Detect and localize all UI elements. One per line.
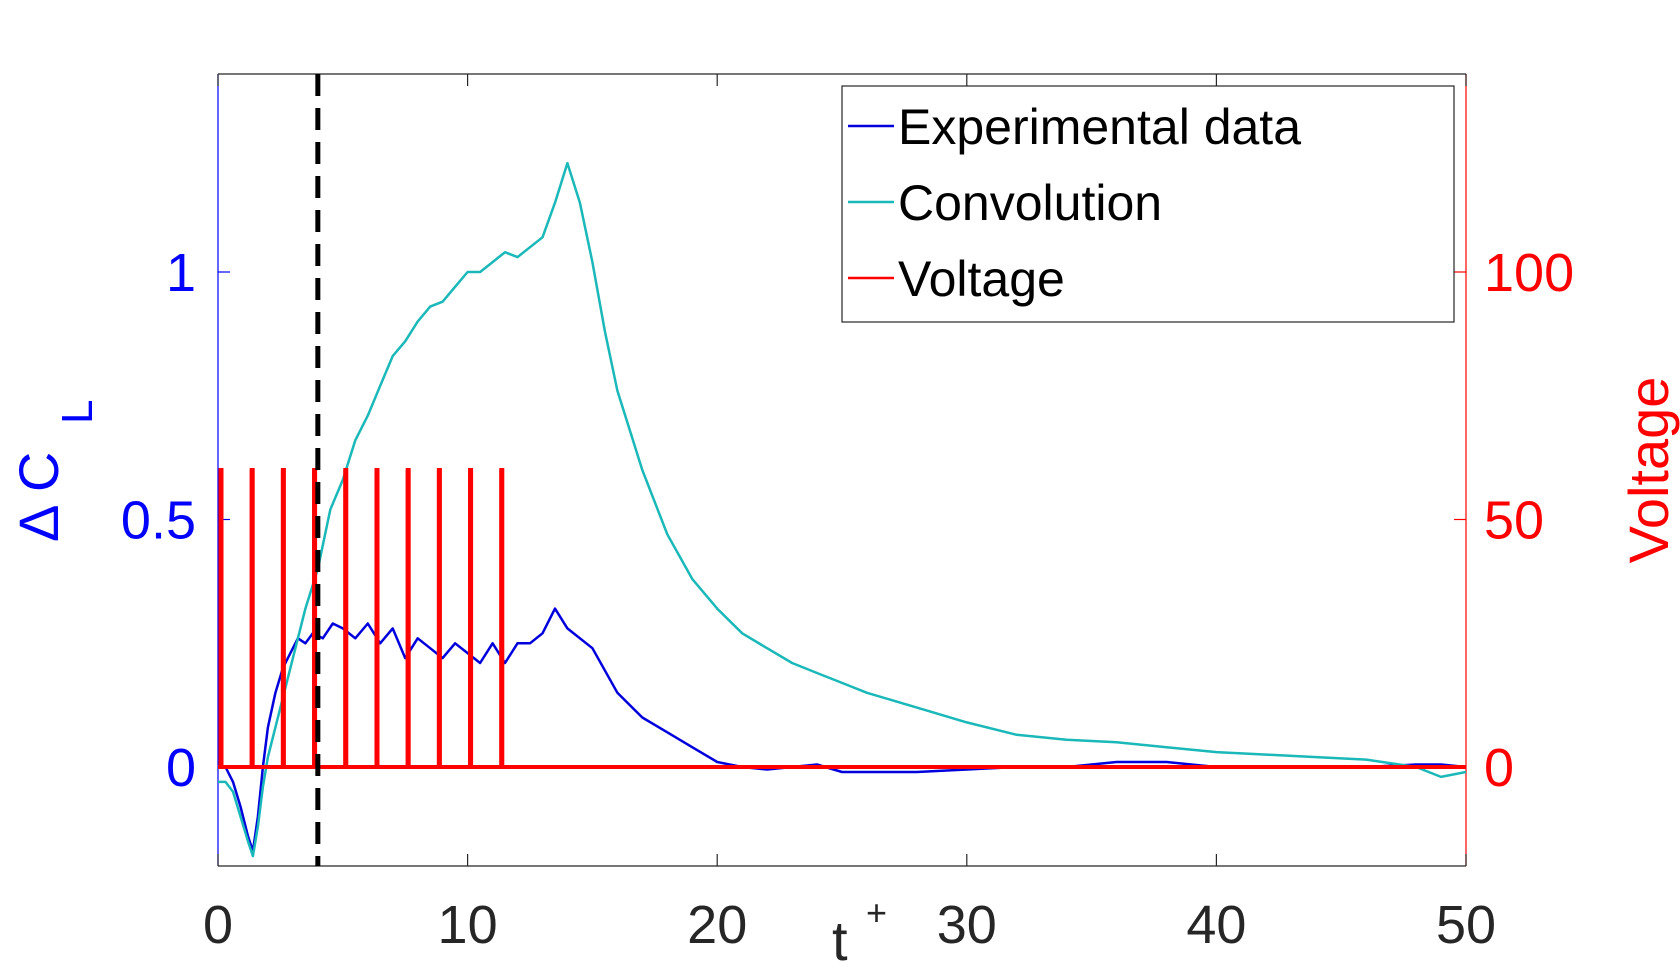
x-axis-title: t [832,909,848,972]
voltage-series-line [218,468,1466,769]
convolution-series-line [218,161,1466,858]
x-tick-label: 50 [1436,895,1496,955]
x-tick-label: 0 [203,895,233,955]
legend-box [841,85,1455,323]
left-y-tick-label: 0 [166,738,196,798]
experimental-data-series-line [218,607,1466,853]
plot-area [218,74,1466,866]
right-y-axis-title: Voltage [1617,377,1680,564]
legend-label: Convolution [898,175,1162,231]
x-tick-label: 10 [438,895,498,955]
legend-label: Experimental data [898,99,1301,155]
left-y-axis-title: Δ C L [7,400,102,542]
x-tick-label: 20 [687,895,747,955]
legend-label: Voltage [898,251,1065,307]
x-tick-label: 30 [937,895,997,955]
x-axis-title-superscript: + [866,892,887,933]
left-y-tick-label: 1 [166,243,196,303]
legend: Experimental data Convolution Voltage [841,85,1455,323]
right-y-tick-label: 100 [1484,243,1574,303]
right-y-tick-label: 0 [1484,738,1514,798]
left-y-axis-title-subscript: L [53,400,102,424]
series-group [218,161,1466,858]
left-y-axis-title-text: Δ C [7,452,70,542]
x-tick-label: 40 [1186,895,1246,955]
right-y-tick-label: 50 [1484,491,1544,551]
left-y-tick-label: 0.5 [121,491,196,551]
axis-labels: t + Δ C L Voltage [7,377,1680,972]
